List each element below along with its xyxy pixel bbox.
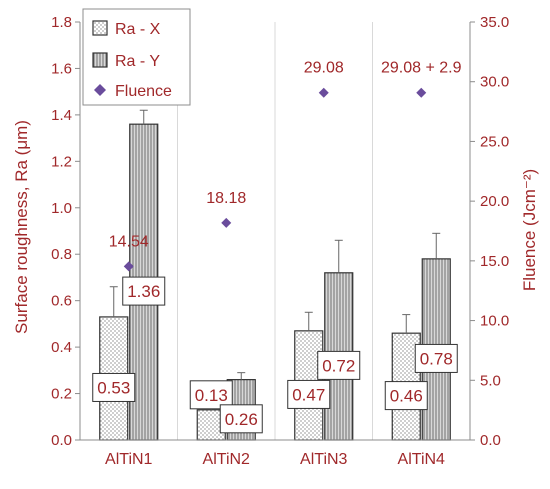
data-label: 1.36 [127,282,160,301]
y-right-tick-label: 35.0 [480,14,509,31]
data-label-box [317,350,361,380]
fluence-label: 29.08 + 2.9 [381,60,462,77]
data-label: 0.26 [225,410,258,429]
legend-label-ra-x: Ra - X [115,21,161,38]
data-labels: 0.53 0.13 0.47 0.46 1.36 0.26 0.72 0.78 14.54 18.… [92,60,462,434]
y-right-tick-label: 0.0 [480,432,501,449]
y-tick-label: 0.4 [51,339,72,356]
legend-swatch-ra-y [92,52,108,68]
y-right-tick-label: 5.0 [480,372,501,389]
data-label-box [384,381,428,411]
y-tick-label: 0.8 [51,246,72,263]
y-tick-label: 1.6 [51,60,72,77]
data-label-box [414,343,458,373]
y-tick-label: 1.4 [51,107,72,124]
x-tick-label: AlTiN2 [203,451,251,468]
data-label-box [219,404,263,434]
legend-label-fluence: Fluence [115,83,172,100]
fluence-marker [416,87,427,98]
x-tick-label: AlTiN3 [300,451,348,468]
data-label-box [122,276,166,306]
y-right-tick-label: 30.0 [480,74,509,91]
axes: 0.0 0.2 0.4 0.6 0.8 1.0 1.2 1.4 1.6 1.8 0.0 5.0 10.0… [51,14,509,468]
legend-marker-fluence [94,84,106,96]
data-label: 0.47 [292,385,325,404]
y-tick-label: 0.6 [51,293,72,310]
legend-label-ra-y: Ra - Y [115,53,160,70]
fluence-marker [318,87,329,98]
data-label: 0.46 [390,387,423,406]
legend-swatch-ra-x [92,20,108,36]
data-label: 0.13 [195,386,228,405]
y-right-tick-label: 20.0 [480,193,509,210]
y-tick-label: 0.0 [51,432,72,449]
data-label-box [189,380,233,410]
fluence-label: 14.54 [109,233,149,250]
fluence-label: 18.18 [206,190,246,207]
y-tick-label: 1.2 [51,153,72,170]
y-axis-right-title: Fluence (Jcm⁻²) [520,169,539,291]
y-right-tick-label: 15.0 [480,253,509,270]
fluence-marker [221,217,232,228]
y-tick-label: 1.8 [51,14,72,31]
data-label: 0.78 [420,349,453,368]
x-tick-label: AlTiN1 [105,451,153,468]
data-label: 0.53 [97,378,130,397]
y-right-tick-label: 25.0 [480,133,509,150]
x-tick-label: AlTiN4 [398,451,446,468]
data-label-box [287,379,331,409]
y-right-tick-label: 10.0 [480,313,509,330]
data-label: 0.72 [322,356,355,375]
fluence-marker [123,261,134,272]
legend: Ra - X Ra - Y Fluence [82,8,191,106]
y-tick-label: 1.0 [51,200,72,217]
y-tick-label: 0.2 [51,386,72,403]
fluence-label: 29.08 [304,60,344,77]
fluence-markers [123,87,427,272]
data-label-box [92,372,136,402]
y-axis-title: Surface roughness, Ra (μm) [12,120,31,334]
